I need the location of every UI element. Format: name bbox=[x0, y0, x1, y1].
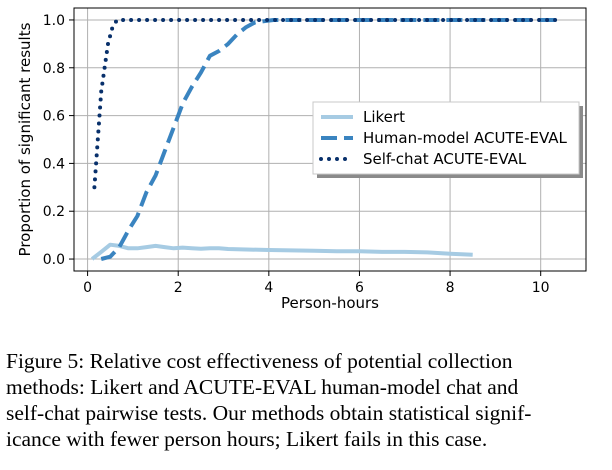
x-tick-label: 10 bbox=[532, 280, 550, 296]
y-tick-label: 0.6 bbox=[43, 109, 65, 125]
caption-line: self-chat pairwise tests. Our methods ob… bbox=[6, 401, 532, 425]
y-tick-label: 1.0 bbox=[43, 13, 65, 29]
y-axis-label: Proportion of significant results bbox=[16, 22, 34, 256]
line-chart: 0 2 4 6 8 10 0.0 0.2 0.4 0.6 0.8 1.0 Person-hours P… bbox=[16, 7, 587, 312]
caption-line: icance with fewer person hours; Likert f… bbox=[6, 427, 488, 451]
x-tick-label: 4 bbox=[264, 280, 273, 296]
legend-box bbox=[312, 101, 580, 175]
legend-label: Human-model ACUTE-EVAL bbox=[363, 129, 568, 147]
y-tick-label: 0.4 bbox=[43, 156, 65, 172]
x-axis-label: Person-hours bbox=[281, 294, 379, 312]
x-tick-label: 8 bbox=[446, 280, 455, 296]
series-group bbox=[90, 18, 561, 261]
series-line-0 bbox=[90, 242, 473, 261]
y-tick-label: 0.0 bbox=[43, 252, 65, 268]
series-line-1 bbox=[100, 18, 559, 261]
series-line-2 bbox=[92, 18, 561, 190]
plot-frame bbox=[73, 7, 587, 272]
caption-line: methods: Likert and ACUTE-EVAL human-mod… bbox=[6, 375, 519, 399]
x-tick-label: 0 bbox=[83, 280, 92, 296]
caption-line: Figure 5: Relative cost effectiveness of… bbox=[6, 349, 513, 373]
x-tick-label: 6 bbox=[355, 280, 364, 296]
figure-caption: Figure 5: Relative cost effectiveness of… bbox=[6, 348, 606, 452]
tick-group: 0 2 4 6 8 10 0.0 0.2 0.4 0.6 0.8 1.0 bbox=[43, 13, 550, 296]
x-tick-label: 2 bbox=[174, 280, 183, 296]
legend: Likert Human-model ACUTE-EVAL Self-chat AC… bbox=[312, 101, 583, 178]
y-tick-label: 0.8 bbox=[43, 61, 65, 77]
legend-label: Self-chat ACUTE-EVAL bbox=[363, 150, 527, 168]
legend-label: Likert bbox=[363, 108, 405, 126]
y-tick-label: 0.2 bbox=[43, 204, 65, 220]
